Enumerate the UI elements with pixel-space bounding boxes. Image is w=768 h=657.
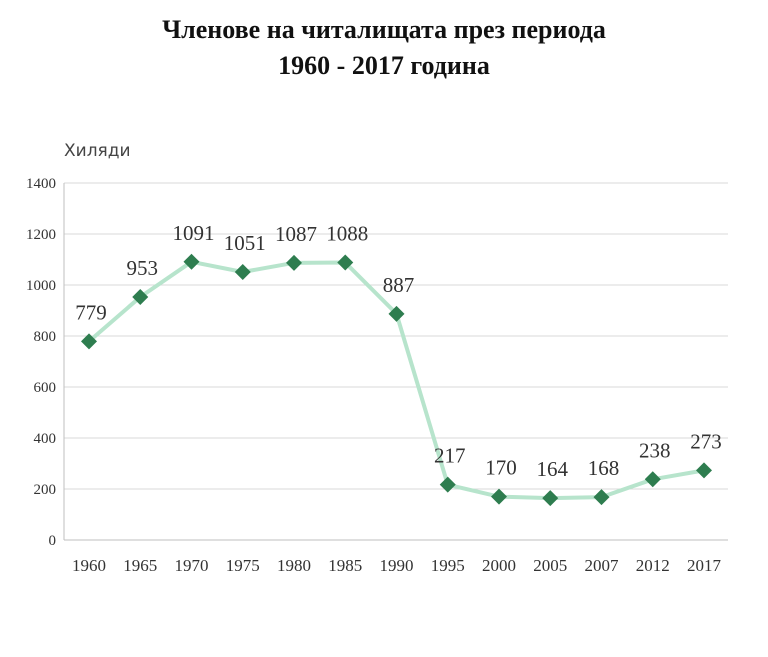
data-label: 887 <box>383 273 415 297</box>
data-label: 168 <box>588 456 620 480</box>
chart-title-line-1: Членове на читалищата през периода <box>162 15 606 44</box>
x-tick-label: 2012 <box>636 556 670 575</box>
y-tick-label: 600 <box>34 380 57 396</box>
data-point-marker <box>132 288 149 305</box>
x-tick-label: 2000 <box>482 556 516 575</box>
y-tick-label: 1200 <box>26 227 56 243</box>
x-tick-label: 1985 <box>328 556 362 575</box>
data-point-marker <box>439 476 456 493</box>
data-point-marker <box>81 333 97 350</box>
data-point-marker <box>593 489 610 506</box>
x-tick-label: 1965 <box>123 556 157 575</box>
x-tick-label: 1990 <box>380 556 414 575</box>
data-label: 779 <box>75 300 107 324</box>
data-label: 170 <box>485 456 517 480</box>
data-point-marker <box>234 263 251 280</box>
y-tick-label: 1000 <box>26 278 56 294</box>
x-tick-label: 2007 <box>585 556 620 575</box>
data-point-marker <box>491 488 507 505</box>
y-tick-label: 1400 <box>26 176 56 192</box>
x-tick-label: 2005 <box>533 556 567 575</box>
chart-title-line-2: 1960 - 2017 година <box>278 51 490 80</box>
data-point-marker <box>388 305 405 322</box>
data-label: 1087 <box>275 222 317 246</box>
chart-title: Членове на читалищата през периода 1960 … <box>0 12 768 84</box>
y-axis-unit-label: Хиляди <box>64 141 131 161</box>
y-tick-label: 400 <box>34 431 57 447</box>
data-label: 953 <box>127 256 159 280</box>
data-point-marker <box>337 254 354 271</box>
data-point-marker <box>644 471 661 488</box>
y-axis-ticks: 0 200 400 600 800 1000 1200 1400 <box>26 176 56 549</box>
data-label: 1091 <box>173 221 215 245</box>
x-tick-label: 1970 <box>175 556 209 575</box>
data-point-marker <box>286 254 302 271</box>
x-tick-label: 1980 <box>277 556 311 575</box>
data-point-marker <box>696 462 712 479</box>
data-label: 164 <box>537 457 569 481</box>
data-point-marker <box>183 253 200 270</box>
y-tick-label: 200 <box>34 482 57 498</box>
y-tick-label: 0 <box>49 533 57 549</box>
x-axis-ticks: 1960 1965 1970 1975 1980 1985 1990 1995 2000 2005… <box>72 556 722 575</box>
data-point-marker <box>542 490 559 507</box>
data-label: 238 <box>639 438 671 462</box>
markers-group <box>81 253 712 507</box>
data-label: 217 <box>434 444 466 468</box>
x-tick-label: 1995 <box>431 556 465 575</box>
data-label: 273 <box>690 429 722 453</box>
data-labels-group: 779 953 1091 1051 1087 1088 887 217 170 164 168 238… <box>75 221 722 481</box>
data-label: 1051 <box>224 231 266 255</box>
y-tick-label: 800 <box>34 329 57 345</box>
x-tick-label: 1975 <box>226 556 260 575</box>
x-tick-label: 2017 <box>687 556 722 575</box>
data-label: 1088 <box>326 222 368 246</box>
x-tick-label: 1960 <box>72 556 106 575</box>
gridlines <box>63 182 728 541</box>
